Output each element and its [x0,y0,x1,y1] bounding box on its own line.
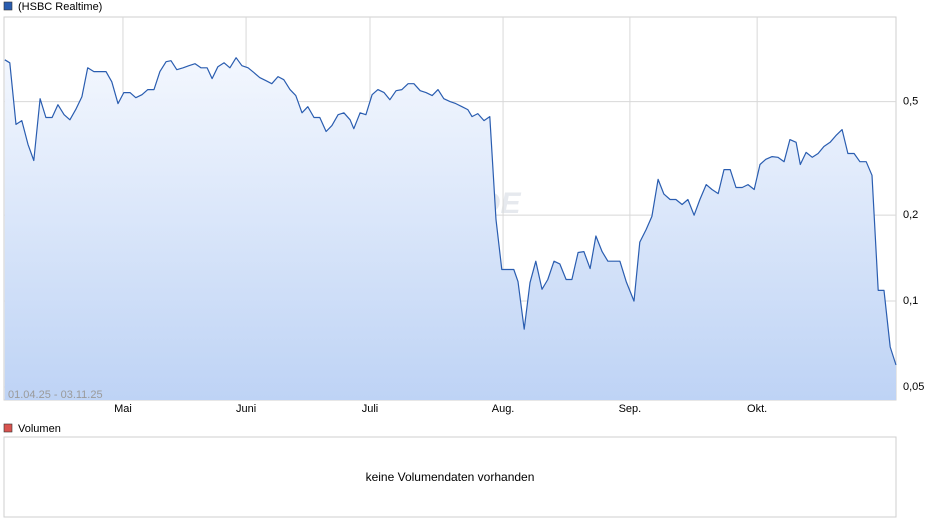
legend-swatch [3,1,13,11]
x-tick-label: Juni [236,403,256,415]
x-tick-label: Aug. [492,403,515,415]
volume-message: keine Volumendaten vorhanden [366,470,535,484]
date-range: 01.04.25 - 03.11.25 [8,389,103,401]
volume-legend-label: Volumen [18,423,61,435]
y-tick-label: 0,05 [903,381,924,393]
volume-legend-swatch [3,423,13,433]
x-tick-label: Juli [362,403,379,415]
legend-label: (HSBC Realtime) [18,1,102,13]
y-tick-label: 0,1 [903,295,918,307]
volume-panel [3,436,897,518]
x-tick-label: Okt. [747,403,767,415]
x-tick-label: Mai [114,403,132,415]
x-tick-label: Sep. [619,403,642,415]
y-tick-label: 0,2 [903,209,918,221]
area-fill [4,57,897,400]
price-line [4,57,897,366]
y-tick-label: 0,5 [903,96,918,108]
